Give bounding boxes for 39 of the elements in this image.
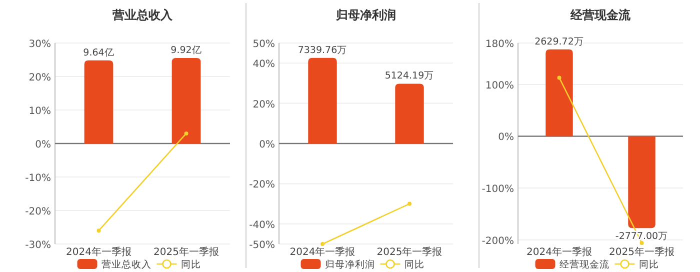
y-tick-label: -30% [25, 240, 51, 251]
y-tick-label: 20% [28, 72, 51, 84]
x-tick-label: 2025年一季报 [609, 246, 674, 258]
legend-label: 同比 [180, 258, 201, 270]
legend-label: 营业总收入 [101, 258, 152, 270]
data-label: 9.64亿 [83, 47, 114, 58]
data-label: 9.92亿 [170, 44, 202, 56]
legend-label: 同比 [404, 258, 424, 270]
data-label: 5124.19万 [384, 70, 434, 82]
y-tick-label: 30% [28, 39, 51, 50]
legend-label: 归母净利润 [324, 258, 375, 270]
y-tick-label: -100% [482, 184, 514, 196]
x-tick-label: 2025年一季报 [154, 246, 219, 258]
y-tick-label: 180% [485, 39, 514, 50]
legend-label: 经营现金流 [559, 258, 610, 270]
y-tick-label: -50% [249, 240, 275, 251]
chart-title: 营业总收入 [112, 8, 174, 22]
y-tick-label: -20% [25, 206, 51, 218]
y-tick-label: -200% [482, 236, 514, 247]
y-tick-label: 20% [252, 99, 275, 110]
x-tick-label: 2024年一季报 [526, 246, 592, 258]
x-tick-label: 2024年一季报 [290, 246, 356, 258]
legend-label: 同比 [638, 258, 659, 270]
y-tick-label: 0% [259, 140, 275, 150]
y-tick-label: -20% [249, 180, 275, 191]
y-tick-label: 10% [28, 106, 51, 117]
x-tick-label: 2024年一季报 [66, 246, 132, 258]
y-tick-label: 0% [35, 140, 51, 150]
chart-title: 经营现金流 [570, 8, 632, 22]
y-tick-label: 40% [252, 59, 275, 70]
x-tick-label: 2025年一季报 [376, 246, 442, 258]
data-label: 7339.76万 [298, 44, 348, 56]
chart-title: 归母净利润 [335, 8, 396, 22]
y-tick-label: 0% [498, 132, 514, 144]
y-tick-label: -10% [25, 173, 51, 184]
y-tick-label: -40% [249, 220, 275, 231]
y-tick-label: 50% [252, 39, 275, 50]
data-label: 2629.72万 [534, 36, 584, 48]
y-tick-label: 100% [485, 80, 514, 92]
